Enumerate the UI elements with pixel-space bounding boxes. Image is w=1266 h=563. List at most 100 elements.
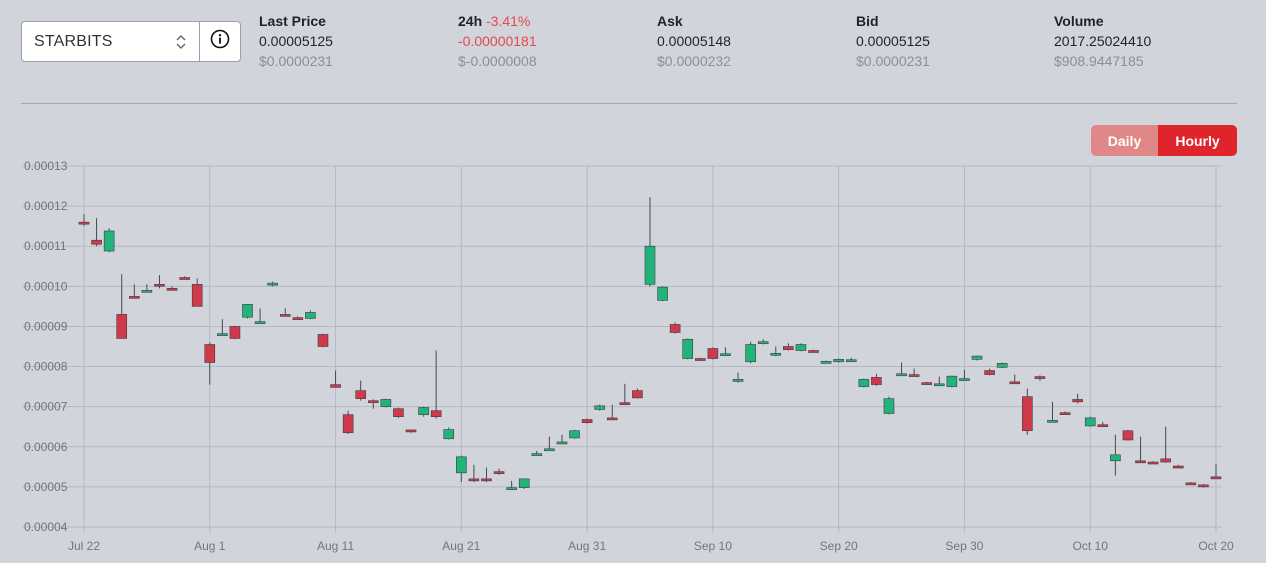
y-tick-label: 0.00011 <box>24 239 67 253</box>
candle-down <box>871 373 882 386</box>
candle-body <box>1034 376 1046 379</box>
candle-down <box>91 218 102 247</box>
candle-body <box>229 326 241 339</box>
candle-body <box>1122 430 1134 441</box>
stat-volume: Volume 2017.25024410 $908.9447185 <box>1054 12 1151 71</box>
x-tick-label: Oct 10 <box>1073 539 1109 553</box>
candle-body <box>292 317 304 320</box>
candle-down <box>1059 411 1071 415</box>
market-selector[interactable]: STARBITS <box>21 21 241 62</box>
candle-body <box>921 382 933 385</box>
y-tick-label: 0.00010 <box>24 279 68 293</box>
market-select-value: STARBITS <box>34 32 113 50</box>
candle-up <box>996 362 1008 369</box>
info-circle-icon <box>210 29 230 54</box>
candle-down <box>632 388 643 399</box>
candle-body <box>556 441 568 445</box>
candle-body <box>254 321 266 324</box>
candle-up <box>443 427 455 440</box>
candle-up <box>569 429 580 439</box>
candle-body <box>430 410 442 417</box>
candle-body <box>141 290 153 293</box>
candle-body <box>1084 417 1096 427</box>
candle-up <box>644 197 656 287</box>
candle-up <box>305 310 316 320</box>
x-tick-label: Aug 11 <box>317 539 354 553</box>
candle-down <box>1009 374 1021 385</box>
x-tick-label: Jul 22 <box>68 539 100 553</box>
stat-usd-value: $-0.0000008 <box>458 53 537 69</box>
candle-body <box>1172 465 1184 469</box>
candle-body <box>946 375 958 387</box>
chart-grid <box>22 165 1222 533</box>
candle-up <box>242 304 253 319</box>
candle-down <box>367 399 379 409</box>
candle-body <box>682 338 694 359</box>
candle-body <box>695 358 706 361</box>
candle-body <box>330 384 341 388</box>
candle-up <box>418 406 429 417</box>
price-chart[interactable]: 0.00004 0.00005 0.00006 0.00007 0.00008 0.000… <box>0 150 1266 563</box>
candle-body <box>518 478 530 488</box>
candle-up <box>506 480 517 491</box>
candle-body <box>305 312 316 319</box>
candle-up <box>556 434 568 445</box>
stat-label: Volume <box>1054 13 1104 29</box>
stat-value: 0.00005125 <box>259 33 333 49</box>
candle-up <box>1084 416 1096 427</box>
candle-down <box>129 284 140 299</box>
stat-24h-change: 24h -3.41% -0.00000181 $-0.0000008 <box>458 12 537 71</box>
candle-down <box>154 275 165 289</box>
candle-up <box>845 357 857 363</box>
candle-down <box>1022 388 1033 435</box>
info-button[interactable] <box>200 22 240 61</box>
y-tick-label: 0.00013 <box>24 159 68 173</box>
candle-down <box>393 407 404 418</box>
candle-up <box>682 338 694 360</box>
candle-body <box>644 245 656 285</box>
candle-body <box>833 359 844 363</box>
y-tick-label: 0.00009 <box>24 319 68 333</box>
market-select[interactable]: STARBITS <box>22 22 200 61</box>
candle-body <box>544 448 555 452</box>
candle-body <box>78 221 90 225</box>
candle-body <box>820 361 832 364</box>
stat-usd-value: $0.0000232 <box>657 53 731 69</box>
candle-body <box>129 296 140 299</box>
candle-down <box>606 404 618 421</box>
daily-button[interactable]: Daily <box>1091 125 1158 156</box>
candle-down <box>1172 464 1184 469</box>
stat-ask: Ask 0.00005148 $0.0000232 <box>657 12 731 71</box>
candle-down <box>1185 482 1197 486</box>
stat-usd-value: $908.9447185 <box>1054 53 1144 69</box>
x-tick-label: Oct 20 <box>1198 539 1234 553</box>
candle-body <box>418 407 429 415</box>
candle-body <box>619 402 631 405</box>
candle-up <box>732 372 744 383</box>
candle-body <box>1198 484 1209 488</box>
candle-body <box>1135 460 1146 464</box>
candle-up <box>103 228 115 253</box>
candle-up <box>254 308 266 324</box>
candle-down <box>1147 461 1159 465</box>
candle-down <box>279 308 291 317</box>
x-tick-label: Sep 30 <box>945 539 983 553</box>
hourly-button[interactable]: Hourly <box>1158 125 1237 156</box>
candle-body <box>1022 396 1033 432</box>
stat-value: 0.00005125 <box>856 33 930 49</box>
candle-body <box>971 355 983 360</box>
candle-up <box>971 355 983 361</box>
candle-up <box>141 284 153 293</box>
candle-down <box>783 343 794 351</box>
candle-up <box>544 436 555 452</box>
candle-body <box>594 405 605 410</box>
candle-up <box>933 376 945 387</box>
y-tick-label: 0.00004 <box>24 520 68 534</box>
candle-up <box>820 360 832 364</box>
candle-up <box>594 404 605 411</box>
candle-down <box>78 214 90 227</box>
candle-down <box>1135 436 1146 464</box>
candle-up <box>531 450 543 456</box>
candle-down <box>1160 426 1171 463</box>
candle-down <box>581 418 593 424</box>
